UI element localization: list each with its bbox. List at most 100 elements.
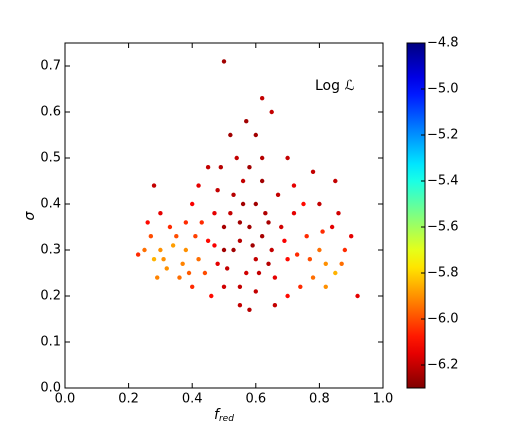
plot-frame [64,42,384,389]
x-label-sub: red [219,414,234,424]
scatter-point [148,234,154,239]
scatter-point [282,238,287,243]
scatter-point [307,257,313,262]
scatter-point [250,243,255,248]
scatter-point [237,284,243,289]
scatter-point [285,257,290,262]
y-tick-label: 0.3 [40,243,61,258]
scatter-point [180,261,185,266]
x-axis-label: fred [214,407,234,424]
scatter-point [298,284,303,289]
scatter-point [247,224,252,230]
colorbar-tick-label: −5.0 [427,82,459,97]
scatter-point [244,119,249,124]
x-tick-label: 1.0 [373,392,394,407]
scatter-point [339,261,344,266]
scatter-point [259,234,265,239]
scatter-point [259,96,265,101]
x-label-main: f [214,407,221,423]
scatter-point [310,275,316,280]
scatter-point [294,252,300,257]
y-tick-label: 0.7 [40,59,61,74]
scatter-point [291,183,297,188]
scatter-point [253,132,258,138]
scatter-point [323,284,328,289]
y-tick-label: 0.1 [40,335,61,350]
scatter-point [285,293,290,299]
colorbar-tick-label: −5.8 [427,266,459,281]
scatter-point [209,293,214,299]
x-tick-label: 0.0 [55,392,76,407]
colorbar-tick-label: −4.8 [427,36,459,51]
x-tick-label: 0.6 [245,392,266,407]
scatter-point [269,247,274,253]
y-tick-label: 0.5 [40,151,61,166]
colorbar [406,42,426,389]
scatter-point [304,234,309,239]
scatter-point [266,220,271,225]
scatter-point [231,192,236,197]
scatter-point [272,275,278,280]
scatter-point [151,183,157,188]
scatter-point [199,220,204,225]
scatter-point [231,247,236,253]
y-tick-label: 0.6 [40,105,61,120]
x-tick-label: 0.2 [118,392,139,407]
scatter-point [202,270,208,276]
annotation: Log ℒ [315,78,355,94]
colorbar-tick-label: −5.6 [427,220,459,235]
scatter-point [323,261,328,266]
scatter-point [212,211,217,216]
scatter-point [237,220,243,225]
colorbar-tick-label: −6.2 [427,358,459,373]
scatter-point [215,261,220,266]
scatter-point [215,188,220,193]
scatter-point [355,293,360,299]
scatter-point [333,178,338,184]
scatter-point [212,243,217,248]
scatter-point [224,266,230,271]
scatter-point [349,234,354,239]
scatter-point [170,243,176,248]
scatter-point [247,307,252,312]
scatter-point [174,234,179,239]
scatter-point [253,289,258,294]
scatter-point [190,201,195,207]
colorbar-tick-label: −6.0 [427,312,459,327]
colorbar-tick-label: −5.2 [427,128,459,143]
scatter-point [161,257,166,262]
scatter-point [164,266,169,271]
scatter-point [142,247,147,253]
scatter-point [183,247,189,253]
y-tick-label: 0.2 [40,289,61,304]
y-tick-label: 0.0 [40,381,61,396]
scatter-point [135,252,141,257]
scatter-point [158,247,163,253]
scatter-point [285,155,290,161]
scatter-point [256,270,262,276]
scatter-point [221,224,227,230]
scatter-point [310,169,316,174]
scatter-point [193,234,198,239]
scatter-point [205,165,211,170]
scatter-point [158,211,163,216]
scatter-point [240,201,246,207]
scatter-point [151,257,157,262]
scatter-point [186,270,192,276]
scatter-point [145,220,150,225]
scatter-point [190,284,195,289]
scatter-point [237,238,243,243]
scatter-point [291,211,297,216]
scatter-point [253,257,258,262]
scatter-point [253,201,258,207]
scatter-point [218,165,224,170]
scatter-point [221,284,227,289]
scatter-point [263,211,268,216]
scatter-point [266,261,271,266]
scatter-point [247,165,252,170]
scatter-point [272,303,278,308]
scatter-point [333,270,338,276]
y-tick-label: 0.4 [40,197,61,212]
scatter-point [234,155,239,161]
scatter-point [275,192,281,197]
